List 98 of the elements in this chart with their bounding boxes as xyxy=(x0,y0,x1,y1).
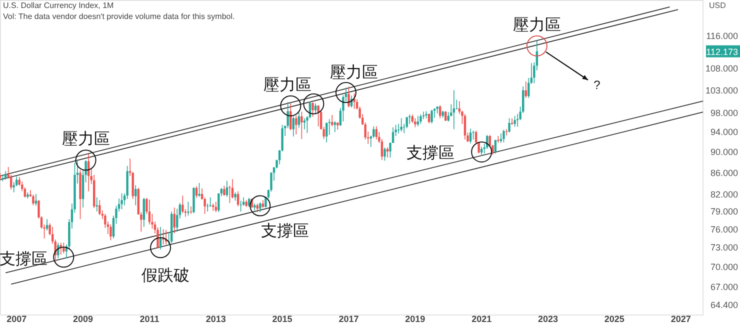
candlestick xyxy=(231,178,234,199)
candlestick xyxy=(214,201,217,213)
candlestick xyxy=(384,147,386,162)
x-tick-label: 2013 xyxy=(206,314,226,324)
annotation: 支撐區 xyxy=(0,250,48,268)
y-tick-label: 116.000 xyxy=(706,30,738,41)
annotation: 支撐區 xyxy=(406,144,455,162)
y-axis-title: USD xyxy=(709,1,726,10)
candlestick xyxy=(173,207,176,234)
x-tick-label: 2009 xyxy=(73,314,94,324)
y-tick-label: 94.000 xyxy=(710,127,738,138)
candlestick xyxy=(430,109,433,124)
candlestick xyxy=(480,146,483,156)
annotation: 壓力區 xyxy=(330,64,378,82)
candlestick xyxy=(182,195,184,214)
candlestick xyxy=(317,104,320,127)
x-tick-label: 2027 xyxy=(670,314,691,324)
x-tick-label: 2007 xyxy=(6,314,27,324)
candlestick xyxy=(32,194,34,206)
annotation: 壓力區 xyxy=(264,76,312,94)
text: Vol: The data vendor doesn't provide volume data for this symbol. xyxy=(3,12,235,21)
candlestick xyxy=(209,196,212,208)
candlestick xyxy=(286,102,289,129)
y-tick-label: 108.000 xyxy=(705,64,738,74)
candlestick xyxy=(110,224,112,241)
candlestick xyxy=(198,182,200,198)
annotation: ? xyxy=(594,78,601,92)
y-tick-label: 73.000 xyxy=(710,242,738,253)
candlestick xyxy=(406,116,408,129)
candlestick xyxy=(386,147,389,158)
candlestick xyxy=(438,104,442,119)
candlestick xyxy=(514,115,516,128)
candlestick xyxy=(187,201,190,216)
candlestick xyxy=(142,197,146,228)
candlestick xyxy=(331,114,334,127)
y-tick-label: 86.000 xyxy=(710,168,738,178)
candlestick xyxy=(464,114,466,140)
candlestick xyxy=(500,133,502,144)
candlestick xyxy=(494,140,497,154)
candlestick xyxy=(325,122,328,143)
candlestick xyxy=(295,114,298,135)
x-tick-label: 2021 xyxy=(472,314,492,324)
candlestick xyxy=(300,111,303,140)
candlestick xyxy=(375,126,378,140)
candlestick xyxy=(474,130,478,144)
candlestick xyxy=(62,242,65,254)
annotation: 支撐區 xyxy=(261,222,310,240)
candlestick xyxy=(422,111,425,120)
x-tick-label: 2011 xyxy=(140,314,160,324)
x-tick-label: 2025 xyxy=(604,314,624,324)
candlestick xyxy=(96,196,98,212)
y-tick-label: 82.000 xyxy=(710,190,738,200)
candlestick xyxy=(428,113,430,124)
y-tick-label: 79.000 xyxy=(710,206,738,217)
candlestick xyxy=(502,129,505,143)
y-tick-label: 67.000 xyxy=(710,282,738,292)
candlestick xyxy=(444,110,447,122)
annotation: 壓力區 xyxy=(62,130,110,148)
x-tick-label: 2015 xyxy=(272,314,292,324)
y-tick-label: 98.000 xyxy=(710,108,738,118)
candlestick xyxy=(212,203,214,212)
candlestick xyxy=(298,112,300,128)
y-tick-label: 90.000 xyxy=(710,146,738,157)
candlestick xyxy=(120,193,123,210)
candlestick xyxy=(508,118,510,133)
x-tick-label: 2017 xyxy=(338,314,359,324)
candlestick xyxy=(510,118,514,126)
candlestick xyxy=(292,116,294,137)
y-tick-label: 103.000 xyxy=(705,85,738,96)
y-tick-label: 70.000 xyxy=(710,262,738,272)
candlestick xyxy=(334,120,336,132)
candlestick xyxy=(223,185,226,196)
candlestick xyxy=(312,102,314,118)
candlestick xyxy=(259,202,262,213)
x-tick-label: 2019 xyxy=(405,314,426,324)
candlestick xyxy=(420,114,422,124)
candlestick xyxy=(303,118,306,130)
candlestick xyxy=(240,200,242,212)
annotation: 假跌破 xyxy=(142,266,190,285)
candlestick xyxy=(314,102,317,114)
x-tick-label: 2023 xyxy=(538,314,558,324)
candlestick xyxy=(456,99,458,110)
y-tick-label: 76.000 xyxy=(710,224,738,234)
candlestick xyxy=(469,128,472,144)
candlestick xyxy=(400,118,402,132)
candlestick xyxy=(98,200,101,216)
candlestick xyxy=(248,197,250,208)
y-tick-label: 64.400 xyxy=(710,300,738,310)
annotation: 壓力區 xyxy=(512,16,561,34)
candlestick xyxy=(34,194,38,206)
chart-title: U.S. Dollar Currency Index, 1M xyxy=(3,1,114,10)
candlestick xyxy=(353,93,356,110)
candlestick xyxy=(348,86,350,108)
candlestick xyxy=(414,118,416,128)
candlestick xyxy=(416,115,420,127)
price-tag: 112.173 xyxy=(706,45,740,58)
candlestick xyxy=(148,199,151,225)
candlestick xyxy=(408,114,411,124)
